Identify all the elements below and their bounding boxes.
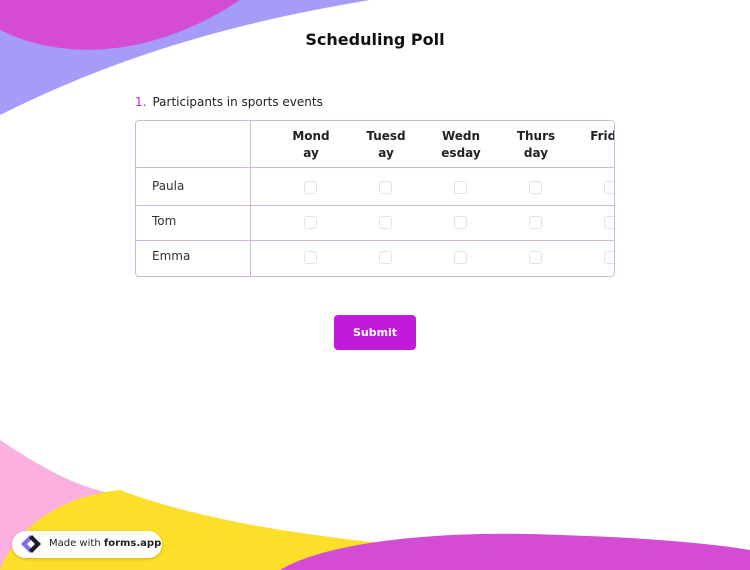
checkbox-tom-thursday[interactable] [529,216,542,229]
checkbox-paula-tuesday[interactable] [379,181,392,194]
checkbox-emma-wednesday[interactable] [454,251,467,264]
badge-prefix: Made with [49,538,101,549]
column-header-wednesday: Wednesday [441,129,481,160]
question-label: 1. Participants in sports events [135,95,323,109]
checkbox-tom-tuesday[interactable] [379,216,392,229]
checkbox-emma-tuesday[interactable] [379,251,392,264]
checkbox-paula-wednesday[interactable] [454,181,467,194]
row-label: Emma [152,249,191,263]
badge-brand: forms.app [103,538,162,549]
submit-button[interactable]: Submit [334,315,416,350]
column-divider [250,121,251,276]
matrix-table: Monday Tuesday Wednesday Thursday Friday Paul… [135,120,615,277]
row-label: Paula [152,179,185,193]
column-header-monday: Monday [292,129,330,160]
question-number: 1. [135,95,147,109]
page-title: Scheduling Poll [305,30,445,49]
checkbox-paula-friday[interactable] [604,181,614,194]
forms-app-logo-icon [21,535,41,553]
checkbox-emma-monday[interactable] [304,251,317,264]
table-row: Tom [136,205,614,240]
checkbox-emma-friday[interactable] [604,251,614,264]
checkbox-paula-thursday[interactable] [529,181,542,194]
column-header-friday: Friday [590,129,614,143]
made-with-badge[interactable]: Made with forms.app [12,531,162,558]
checkbox-tom-friday[interactable] [604,216,614,229]
row-label: Tom [152,214,177,228]
column-header-thursday: Thursday [516,129,556,160]
checkbox-paula-monday[interactable] [304,181,317,194]
checkbox-tom-monday[interactable] [304,216,317,229]
table-row: Emma [136,240,614,276]
column-header-tuesday: Tuesday [366,129,406,160]
checkbox-emma-thursday[interactable] [529,251,542,264]
checkbox-tom-wednesday[interactable] [454,216,467,229]
question-text: Participants in sports events [152,95,323,109]
table-row: Paula [136,167,614,205]
